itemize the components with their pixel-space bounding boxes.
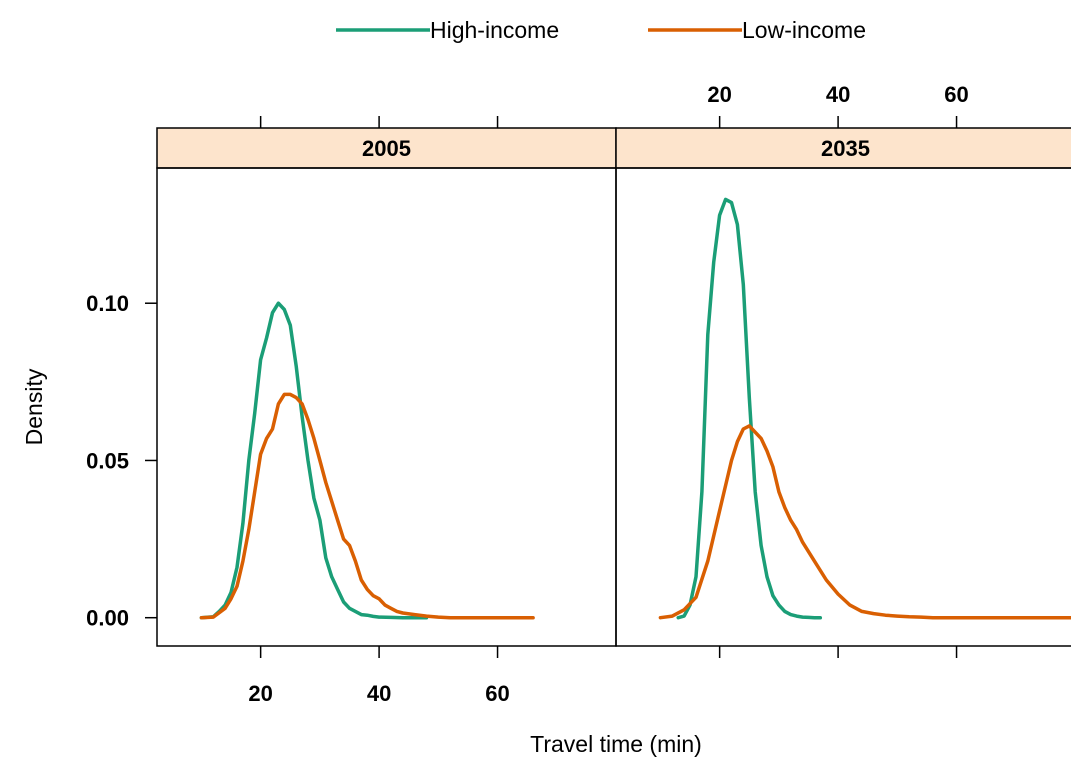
- x-tick-label: 60: [944, 82, 968, 107]
- legend-item-high-income: High-income: [336, 17, 559, 43]
- x-tick-label: 60: [485, 681, 509, 706]
- strip-2005: [156, 127, 617, 169]
- panel-2035: 2035: [615, 127, 1071, 647]
- series-line-low-income-2035: [658, 424, 1071, 620]
- x-tick-label: 40: [826, 82, 850, 107]
- x-tick-label: 40: [367, 681, 391, 706]
- strip-label-2005: 2005: [362, 136, 411, 161]
- x-axis-ticks-2035: 20 40 60: [707, 82, 969, 658]
- series-line-high-income-2035: [676, 197, 823, 620]
- plot-frame-2005: [156, 167, 617, 647]
- plot-frame-2035: [615, 167, 1071, 647]
- x-axis-title: Travel time (min): [530, 731, 702, 757]
- y-axis: 0.00 0.05 0.10: [86, 291, 157, 631]
- legend: High-income Low-income: [336, 17, 866, 43]
- legend-item-low-income: Low-income: [648, 17, 866, 43]
- y-tick-label: 0.00: [86, 606, 129, 631]
- series-line-high-income-2005: [199, 301, 429, 620]
- strip-label-2035: 2035: [821, 136, 870, 161]
- panel-2005: 2005: [156, 127, 617, 647]
- y-tick-label: 0.05: [86, 448, 129, 473]
- x-tick-label: 20: [707, 82, 731, 107]
- strip-2035: [615, 127, 1071, 169]
- legend-label: High-income: [430, 17, 559, 43]
- x-axis-ticks-2005: 20 40 60: [248, 116, 510, 706]
- x-tick-label: 20: [248, 681, 272, 706]
- y-axis-title: Density: [21, 368, 47, 445]
- series-line-low-income-2005: [199, 392, 535, 620]
- y-tick-label: 0.10: [86, 291, 129, 316]
- legend-label: Low-income: [742, 17, 866, 43]
